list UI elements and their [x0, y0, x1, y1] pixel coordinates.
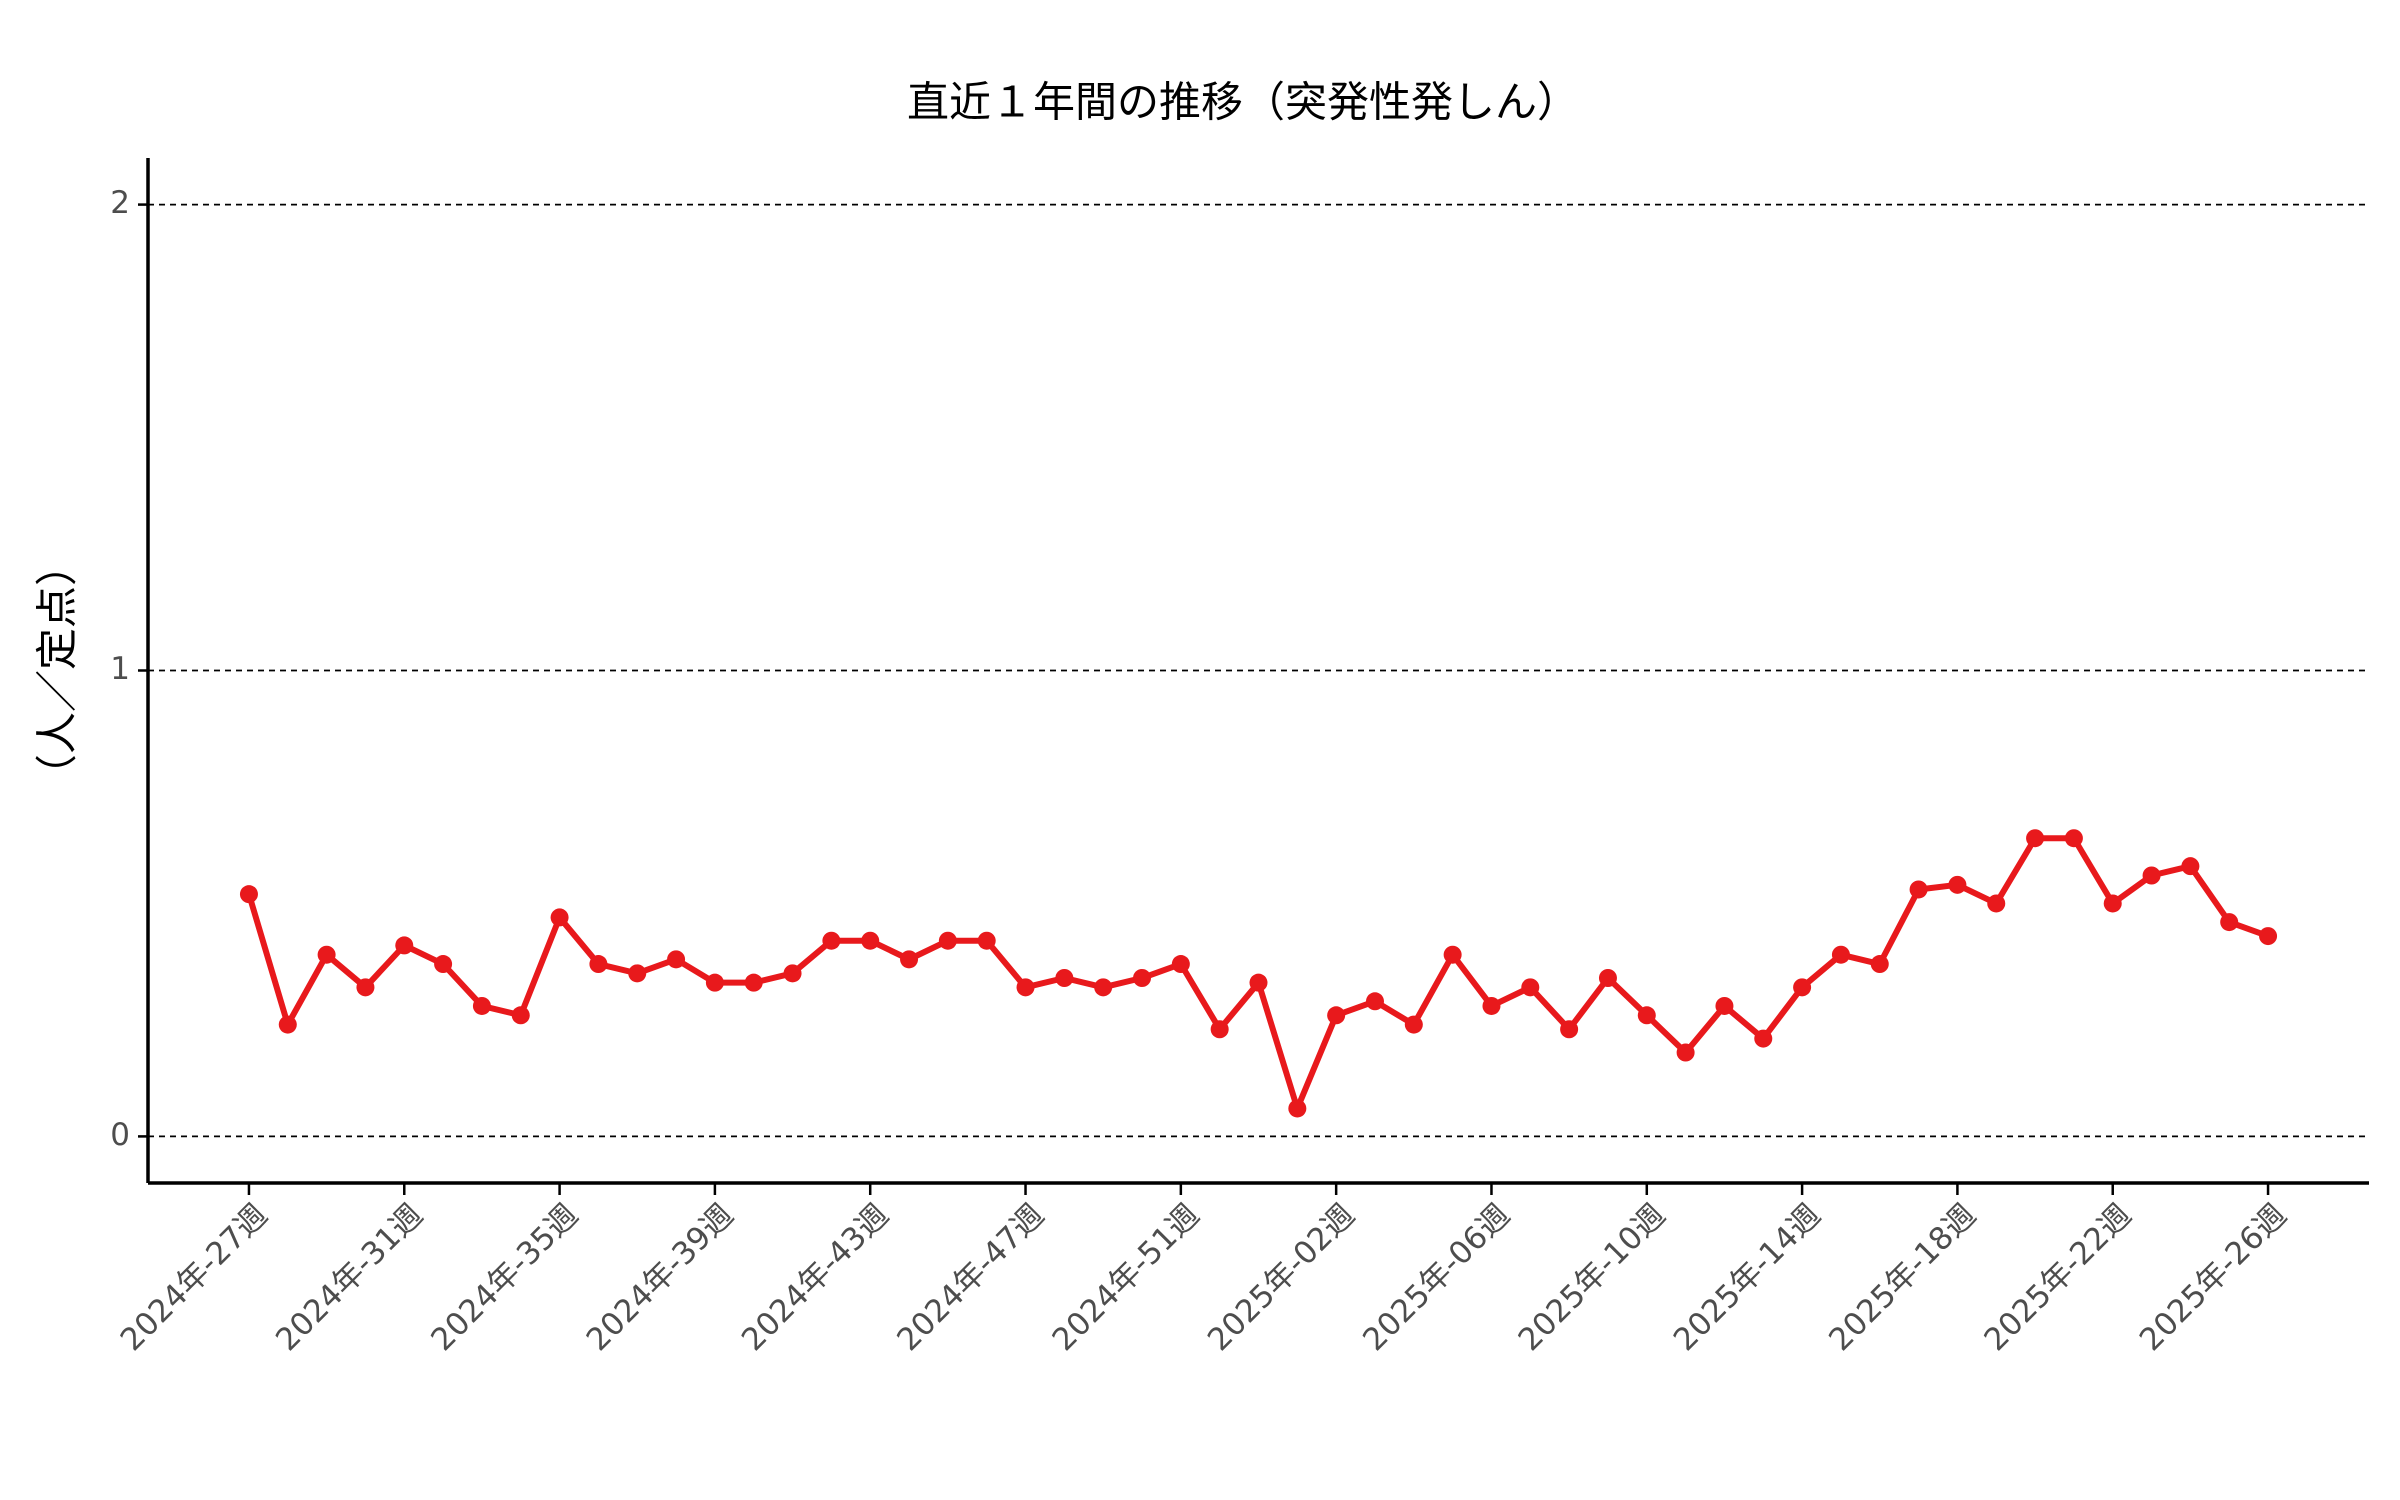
data-point: [1948, 875, 1967, 894]
data-point: [900, 950, 919, 969]
data-point: [1365, 992, 1384, 1011]
x-tick-label: 2024年-43週: [735, 1197, 896, 1358]
data-point: [434, 955, 453, 974]
x-tick-label: 2024年-39週: [580, 1197, 741, 1358]
y-tick-label: 2: [110, 185, 130, 221]
data-point: [2181, 857, 2200, 876]
x-tick-label: 2025年-22週: [1978, 1197, 2139, 1358]
x-tick-label: 2024年-51週: [1046, 1197, 1207, 1358]
data-point: [2220, 913, 2239, 932]
chart-title: 直近１年間の推移（突発性発しん）: [907, 78, 1579, 127]
data-point: [1288, 1099, 1307, 1118]
x-tick-label: 2024年-31週: [269, 1197, 430, 1358]
data-point: [1016, 978, 1035, 997]
data-point: [861, 931, 880, 950]
data-point: [1521, 978, 1540, 997]
x-tick-label: 2025年-02週: [1201, 1197, 1362, 1358]
data-point: [1831, 945, 1850, 964]
data-point: [1560, 1020, 1579, 1039]
y-tick-label: 1: [110, 651, 130, 687]
data-point: [938, 931, 957, 950]
x-tick-label: 2024年-27週: [114, 1197, 275, 1358]
data-point: [1249, 973, 1268, 992]
x-tick-label: 2025年-10週: [1512, 1197, 1673, 1358]
x-tick-label: 2025年-26週: [2133, 1197, 2294, 1358]
data-point: [1404, 1015, 1423, 1034]
x-tick-label: 2025年-14週: [1667, 1197, 1828, 1358]
data-point: [395, 936, 414, 955]
data-point: [1055, 969, 1074, 987]
data-point: [1598, 969, 1617, 987]
data-point: [1327, 1006, 1346, 1025]
data-point: [2259, 927, 2278, 946]
data-point: [1094, 978, 1113, 997]
data-point: [511, 1006, 530, 1025]
data-point: [550, 908, 569, 927]
data-point: [1793, 978, 1812, 997]
data-point: [2103, 894, 2122, 913]
data-point: [1210, 1020, 1229, 1039]
data-point: [1443, 945, 1462, 964]
x-tick-label: 2025年-18週: [1822, 1197, 1983, 1358]
data-point: [667, 950, 686, 969]
data-point: [1482, 996, 1501, 1015]
data-point: [1715, 996, 1734, 1015]
data-point: [317, 945, 336, 964]
data-point: [1133, 969, 1152, 987]
data-point: [2064, 829, 2083, 848]
y-axis-label: （人／定点）: [33, 544, 82, 796]
x-tick-label: 2025年-06週: [1356, 1197, 1517, 1358]
data-point: [1987, 894, 2006, 913]
data-point: [705, 973, 724, 992]
data-point: [239, 885, 258, 904]
data-point: [2026, 829, 2045, 848]
data-point: [1909, 880, 1928, 899]
data-point: [1637, 1006, 1656, 1025]
data-point: [472, 996, 491, 1015]
y-tick-label: 0: [110, 1117, 130, 1153]
data-point: [744, 973, 763, 992]
data-point: [1870, 955, 1889, 974]
data-point: [1676, 1043, 1695, 1062]
data-point: [783, 964, 802, 983]
data-line: [246, 835, 2270, 1112]
data-point: [278, 1015, 297, 1034]
data-point: [628, 964, 647, 983]
data-point: [589, 955, 608, 974]
data-point: [356, 978, 375, 997]
data-point: [2142, 866, 2161, 885]
data-point: [1171, 955, 1190, 974]
x-tick-label: 2024年-35週: [424, 1197, 585, 1358]
data-point: [1754, 1029, 1773, 1048]
data-point: [977, 931, 996, 950]
data-point: [822, 931, 841, 950]
x-tick-label: 2024年-47週: [890, 1197, 1051, 1358]
